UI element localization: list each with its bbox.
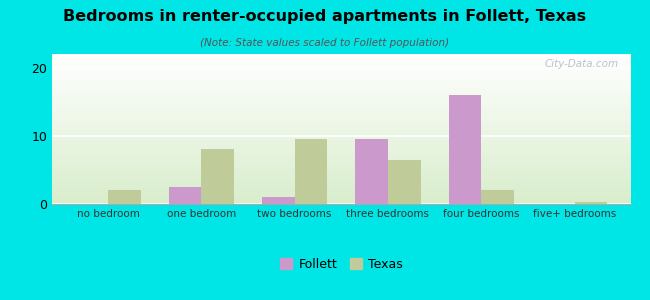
Bar [388, 160, 421, 204]
Bar [262, 197, 294, 204]
Bar [202, 149, 234, 204]
Text: City-Data.com: City-Data.com [545, 58, 619, 68]
Bar [575, 202, 607, 204]
Bar [448, 95, 481, 204]
Bar [356, 139, 388, 204]
Bar [168, 187, 202, 204]
Legend: Follett, Texas: Follett, Texas [274, 253, 408, 276]
Text: (Note: State values scaled to Follett population): (Note: State values scaled to Follett po… [200, 38, 450, 47]
Text: Bedrooms in renter-occupied apartments in Follett, Texas: Bedrooms in renter-occupied apartments i… [64, 9, 586, 24]
Bar [108, 190, 140, 204]
Bar [481, 190, 514, 204]
Bar [294, 139, 327, 204]
